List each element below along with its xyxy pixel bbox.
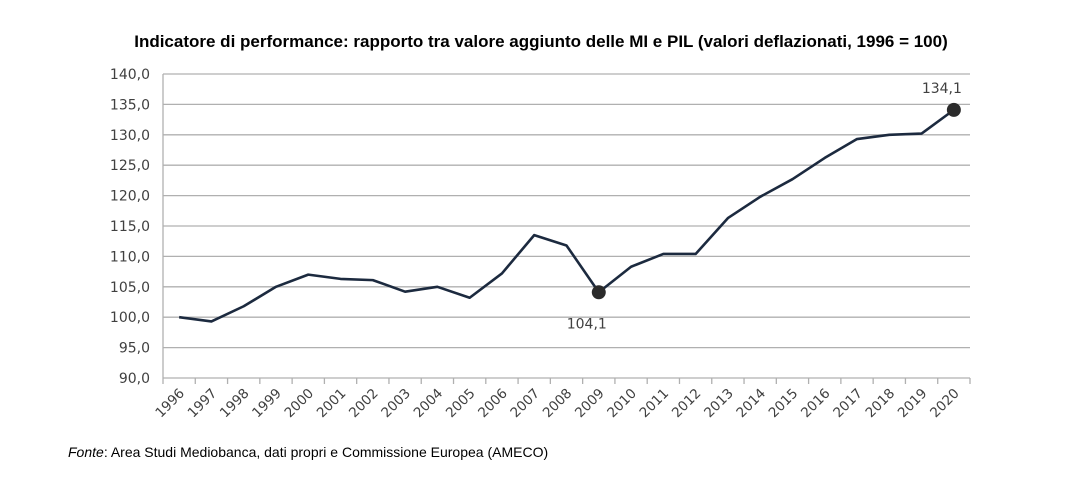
x-tick-label: 2011	[637, 386, 673, 422]
x-tick-label: 2019	[895, 386, 931, 422]
x-tick-label: 2012	[669, 386, 705, 422]
source-text: : Area Studi Mediobanca, dati propri e C…	[103, 444, 549, 460]
series-line	[178, 108, 955, 323]
x-tick-label: 2009	[572, 386, 608, 422]
x-tick-label: 2010	[604, 386, 640, 422]
y-tick-label: 90,0	[119, 371, 150, 387]
y-tick-label: 130,0	[110, 128, 150, 144]
x-tick-label: 2003	[378, 386, 414, 422]
x-tick-label: 1999	[249, 386, 285, 422]
x-tick-label: 2016	[798, 386, 834, 422]
x-tick-label: 1996	[152, 386, 188, 422]
chart-title: Indicatore di performance: rapporto tra …	[134, 32, 948, 51]
data-point-marker	[591, 285, 606, 300]
data-label: 104,1	[567, 316, 607, 332]
y-tick-label: 100,0	[110, 310, 150, 326]
y-tick-label: 115,0	[110, 219, 150, 235]
x-tick-label: 2014	[733, 386, 769, 422]
source-note: Fonte: Area Studi Mediobanca, dati propr…	[68, 444, 548, 460]
y-tick-label: 120,0	[110, 189, 150, 205]
x-tick-label: 2002	[346, 386, 382, 422]
x-tick-label: 2020	[927, 386, 963, 422]
y-tick-label: 125,0	[110, 158, 150, 174]
data-point-marker	[946, 102, 961, 117]
source-prefix: Fonte	[68, 444, 104, 460]
x-tick-label: 2015	[766, 386, 802, 422]
x-tick-label: 2018	[863, 386, 899, 422]
x-tick-label: 2001	[314, 386, 350, 422]
x-tick-label: 2013	[701, 386, 737, 422]
x-tick-label: 2007	[507, 386, 543, 422]
x-tick-label: 2005	[443, 386, 479, 422]
y-tick-label: 110,0	[110, 249, 150, 265]
x-tick-label: 2017	[830, 386, 866, 422]
x-tick-label: 2004	[411, 386, 447, 422]
x-tick-label: 1997	[185, 386, 221, 422]
data-label: 134,1	[922, 81, 962, 97]
y-tick-label: 140,0	[110, 67, 150, 83]
y-tick-label: 95,0	[119, 341, 150, 357]
x-tick-label: 2006	[475, 386, 511, 422]
x-tick-label: 2008	[540, 386, 576, 422]
x-tick-label: 2000	[281, 386, 317, 422]
y-tick-label: 135,0	[110, 97, 150, 113]
y-tick-label: 105,0	[110, 280, 150, 296]
x-tick-label: 1998	[217, 386, 253, 422]
